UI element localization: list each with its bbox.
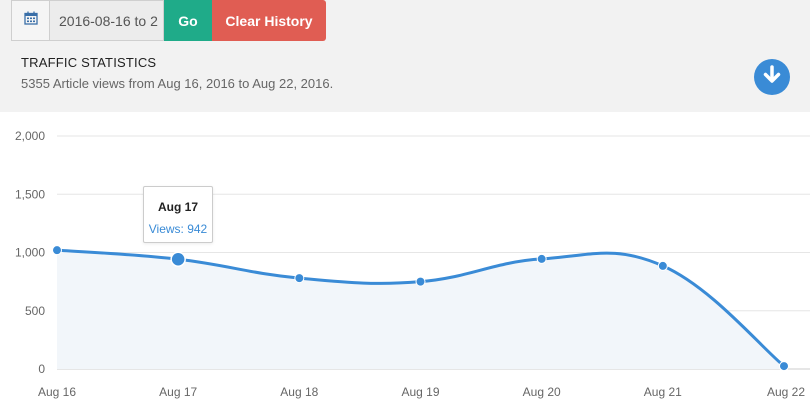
y-tick-label: 1,000 (15, 246, 45, 260)
tooltip-value: Views: 942 (148, 222, 208, 236)
page-title: TRAFFIC STATISTICS (21, 55, 157, 70)
clear-history-button[interactable]: Clear History (212, 0, 326, 41)
data-point (415, 276, 426, 287)
go-button[interactable]: Go (164, 0, 212, 41)
data-point (657, 260, 668, 271)
date-range-input[interactable] (50, 0, 164, 41)
x-tick-label: Aug 18 (280, 385, 318, 399)
download-button[interactable] (754, 59, 790, 95)
y-tick-label: 0 (38, 362, 45, 376)
x-tick-label: Aug 19 (401, 385, 439, 399)
date-toolbar: Go Clear History (11, 0, 326, 41)
calendar-icon (23, 11, 38, 30)
download-icon (761, 64, 783, 91)
data-point (170, 251, 186, 268)
x-tick-label: Aug 22 (767, 385, 805, 399)
traffic-chart: 0 500 1,000 1,500 2,000 Aug 16 Aug 17 Aug 18 Aug… (0, 112, 810, 406)
x-tick-label: Aug 16 (38, 385, 76, 399)
x-tick-label: Aug 21 (644, 385, 682, 399)
data-point (52, 245, 62, 256)
calendar-button[interactable] (11, 0, 50, 41)
chart-canvas: 0 500 1,000 1,500 2,000 Aug 16 Aug 17 Aug 18 Aug… (15, 129, 810, 399)
data-point (294, 273, 305, 284)
x-tick-label: Aug 17 (159, 385, 197, 399)
x-tick-label: Aug 20 (523, 385, 561, 399)
stats-panel: Go Clear History TRAFFIC STATISTICS 5355… (0, 0, 810, 112)
series-area-fill (57, 250, 784, 369)
chart-tooltip: Aug 17 Views: 942 (143, 186, 213, 243)
page-subtitle: 5355 Article views from Aug 16, 2016 to … (21, 76, 334, 91)
y-tick-label: 500 (25, 304, 45, 318)
data-point (536, 253, 547, 264)
tooltip-date: Aug 17 (157, 200, 198, 214)
y-tick-label: 2,000 (15, 129, 45, 143)
data-point (779, 361, 789, 372)
y-tick-label: 1,500 (15, 187, 45, 201)
